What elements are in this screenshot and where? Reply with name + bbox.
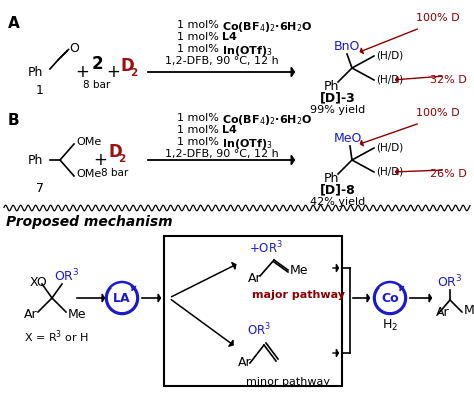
Text: B: B xyxy=(8,113,19,128)
Text: Proposed mechanism: Proposed mechanism xyxy=(6,215,173,229)
Text: Ar: Ar xyxy=(238,356,252,370)
Text: (H/D): (H/D) xyxy=(376,167,403,177)
Text: Ph: Ph xyxy=(28,154,44,166)
Text: 1 mol%: 1 mol% xyxy=(177,20,222,30)
Text: +OR$^3$: +OR$^3$ xyxy=(249,240,283,256)
Text: Me: Me xyxy=(68,308,86,320)
Text: D: D xyxy=(108,143,122,161)
Text: 7: 7 xyxy=(36,181,44,195)
Text: L4: L4 xyxy=(222,125,237,135)
Text: 1 mol%: 1 mol% xyxy=(177,137,222,147)
Text: Ph: Ph xyxy=(324,171,339,185)
Text: LA: LA xyxy=(113,292,131,304)
Text: Co: Co xyxy=(381,292,399,304)
Text: 8 bar: 8 bar xyxy=(83,80,110,90)
Text: +: + xyxy=(75,63,89,81)
Text: 1 mol%: 1 mol% xyxy=(177,32,222,42)
Text: +: + xyxy=(106,63,120,81)
Text: D: D xyxy=(120,57,134,75)
Text: 100% D: 100% D xyxy=(416,108,460,118)
Text: 1 mol%: 1 mol% xyxy=(177,113,222,123)
Text: XO: XO xyxy=(30,275,48,289)
Text: H$_2$: H$_2$ xyxy=(382,318,398,333)
Text: Ar: Ar xyxy=(248,271,262,285)
Text: 1: 1 xyxy=(36,83,44,97)
Text: +: + xyxy=(93,151,107,169)
Text: Ar: Ar xyxy=(24,308,37,320)
Text: 32% D: 32% D xyxy=(430,75,467,85)
Bar xyxy=(164,236,342,386)
Text: minor pathway: minor pathway xyxy=(246,377,330,387)
Text: Ph: Ph xyxy=(324,79,339,93)
Text: O: O xyxy=(69,41,79,55)
Text: (H/D): (H/D) xyxy=(376,51,403,61)
Text: 1,2-DFB, 90 °C, 12 h: 1,2-DFB, 90 °C, 12 h xyxy=(165,56,279,66)
Text: OMe: OMe xyxy=(76,169,101,179)
Text: In(OTf)$_3$: In(OTf)$_3$ xyxy=(222,137,273,151)
Text: Co(BF$_4$)$_2$·6H$_2$O: Co(BF$_4$)$_2$·6H$_2$O xyxy=(222,20,312,34)
Text: 2: 2 xyxy=(91,55,103,73)
Text: [D]-3: [D]-3 xyxy=(320,92,356,104)
Text: Ar: Ar xyxy=(436,306,450,318)
Text: In(OTf)$_3$: In(OTf)$_3$ xyxy=(222,44,273,58)
Text: 1 mol%: 1 mol% xyxy=(177,125,222,135)
Text: BnO: BnO xyxy=(334,40,360,52)
Text: OR$^3$: OR$^3$ xyxy=(437,274,463,290)
Text: L4: L4 xyxy=(222,32,237,42)
Text: OMe: OMe xyxy=(76,137,101,147)
Text: X = R$^3$ or H: X = R$^3$ or H xyxy=(24,328,89,344)
Text: Co(BF$_4$)$_2$·6H$_2$O: Co(BF$_4$)$_2$·6H$_2$O xyxy=(222,113,312,127)
Text: (H/D): (H/D) xyxy=(376,75,403,85)
Text: 2: 2 xyxy=(130,68,137,78)
Text: major pathway: major pathway xyxy=(252,290,345,300)
Text: Ph: Ph xyxy=(28,66,44,78)
Text: OR$^3$: OR$^3$ xyxy=(247,322,271,338)
Text: 99% yield: 99% yield xyxy=(310,105,365,115)
Text: (H/D): (H/D) xyxy=(376,143,403,153)
Text: 1 mol%: 1 mol% xyxy=(177,44,222,54)
Text: 26% D: 26% D xyxy=(430,169,467,179)
Text: 2: 2 xyxy=(118,154,126,164)
Text: 8 bar: 8 bar xyxy=(101,168,128,178)
Text: MeO: MeO xyxy=(334,131,363,145)
Text: [D]-8: [D]-8 xyxy=(320,183,356,197)
Text: 100% D: 100% D xyxy=(416,13,460,23)
Text: Me: Me xyxy=(464,304,474,316)
Text: 1,2-DFB, 90 °C, 12 h: 1,2-DFB, 90 °C, 12 h xyxy=(165,149,279,159)
Text: Me: Me xyxy=(290,263,309,276)
Text: 42% yield: 42% yield xyxy=(310,197,365,207)
Circle shape xyxy=(374,282,406,314)
Text: OR$^3$: OR$^3$ xyxy=(54,268,80,284)
Text: A: A xyxy=(8,16,20,31)
Circle shape xyxy=(106,282,138,314)
